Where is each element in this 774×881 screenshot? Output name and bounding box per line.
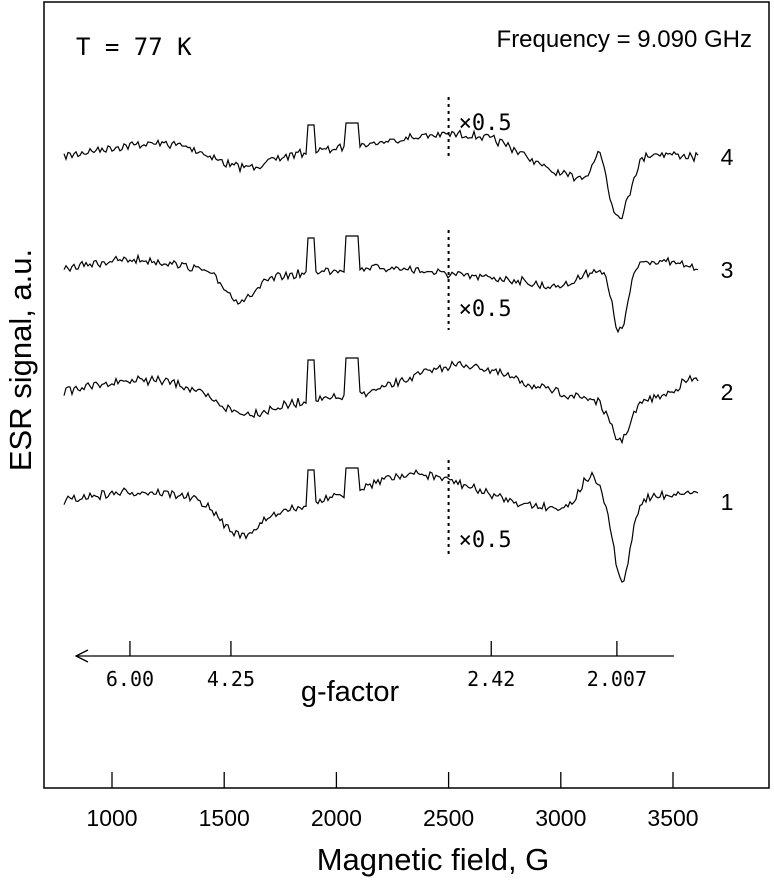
arrow-left-icon	[74, 649, 89, 663]
g-factor-axis: 6.00 4.25 2.42 2.007 g-factor	[74, 641, 674, 708]
spectra: 4 3 2 1	[63, 122, 734, 583]
y-axis-label: ESR signal, a.u.	[3, 249, 38, 471]
g-factor-label: g-factor	[301, 676, 400, 708]
spectrum-1	[63, 467, 699, 583]
x-axis-label: Magnetic field, G	[317, 842, 550, 877]
spectrum-label: 4	[721, 144, 734, 170]
scale-factor-label: ×0.5	[459, 528, 512, 553]
x-tick-label: 3000	[535, 805, 586, 831]
temperature-label: T = 77 K	[76, 33, 192, 61]
spectrum-label: 2	[721, 379, 734, 405]
scale-factor-label: ×0.5	[459, 111, 512, 136]
scale-factor-label: ×0.5	[459, 297, 512, 322]
x-tick-label: 1000	[86, 805, 137, 831]
spectrum-4	[63, 122, 699, 220]
x-tick-label: 2000	[311, 805, 362, 831]
spectrum-2	[63, 357, 699, 445]
x-tick-label: 1500	[199, 805, 250, 831]
g-factor-tick-label: 4.25	[207, 667, 255, 691]
x-axis: 1000 1500 2000 2500 3000 3500	[86, 772, 699, 831]
frequency-label: Frequency = 9.090 GHz	[497, 26, 752, 53]
spectrum-label: 1	[721, 489, 734, 515]
g-factor-tick-label: 2.42	[467, 667, 515, 691]
spectrum-3	[63, 235, 699, 334]
x-tick-label: 2500	[423, 805, 474, 831]
plot-frame	[43, 1, 770, 789]
x-tick-label: 3500	[647, 805, 698, 831]
g-factor-tick-label: 2.007	[587, 667, 647, 691]
spectrum-label: 3	[721, 257, 734, 283]
g-factor-tick-label: 6.00	[106, 667, 154, 691]
scale-break-markers: ×0.5 ×0.5 ×0.5	[447, 97, 512, 556]
